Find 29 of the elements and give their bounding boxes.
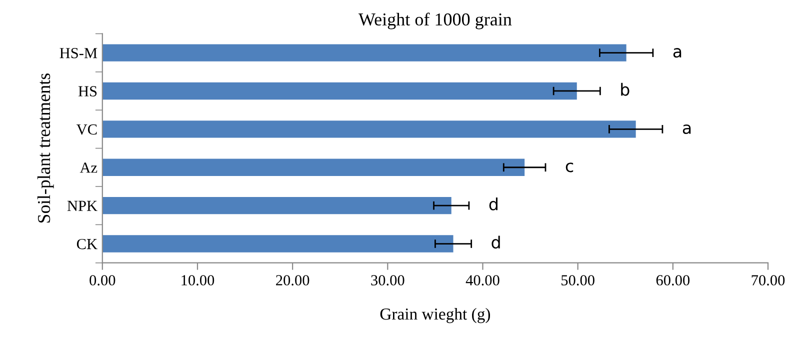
x-tick-label: 30.00 bbox=[371, 275, 404, 286]
x-tick-label: 60.00 bbox=[656, 275, 690, 286]
y-tick-label: VC bbox=[76, 124, 97, 135]
data-label: a bbox=[673, 48, 682, 58]
bar bbox=[102, 120, 636, 138]
data-label: d bbox=[489, 198, 498, 210]
x-axis-title: Grain wieght (g) bbox=[380, 308, 490, 324]
data-label: b bbox=[621, 82, 630, 96]
data-label: a bbox=[682, 124, 691, 134]
bar bbox=[102, 235, 454, 252]
x-tick-label: 0.00 bbox=[90, 275, 116, 286]
y-tick-label: Az bbox=[80, 162, 98, 173]
x-tick-label: 40.00 bbox=[466, 275, 500, 286]
y-tick-label: CK bbox=[76, 238, 98, 250]
chart-title: Weight of 1000 grain bbox=[358, 12, 512, 30]
y-axis-title: Soil-plant treatments bbox=[37, 73, 54, 223]
bar bbox=[102, 82, 577, 100]
y-tick-label: HS bbox=[78, 86, 97, 96]
x-tick-label: 20.00 bbox=[276, 275, 310, 286]
bar bbox=[102, 158, 525, 176]
x-tick-label: 10.00 bbox=[182, 275, 214, 286]
data-label: c bbox=[566, 162, 574, 172]
bar bbox=[102, 44, 626, 62]
x-tick-label: 70.00 bbox=[752, 275, 785, 286]
data-label: d bbox=[492, 236, 500, 249]
x-tick-label: 50.00 bbox=[562, 275, 594, 286]
y-tick-label: HS-M bbox=[60, 48, 98, 58]
y-tick-label: NPK bbox=[67, 200, 98, 211]
bar bbox=[102, 196, 452, 214]
